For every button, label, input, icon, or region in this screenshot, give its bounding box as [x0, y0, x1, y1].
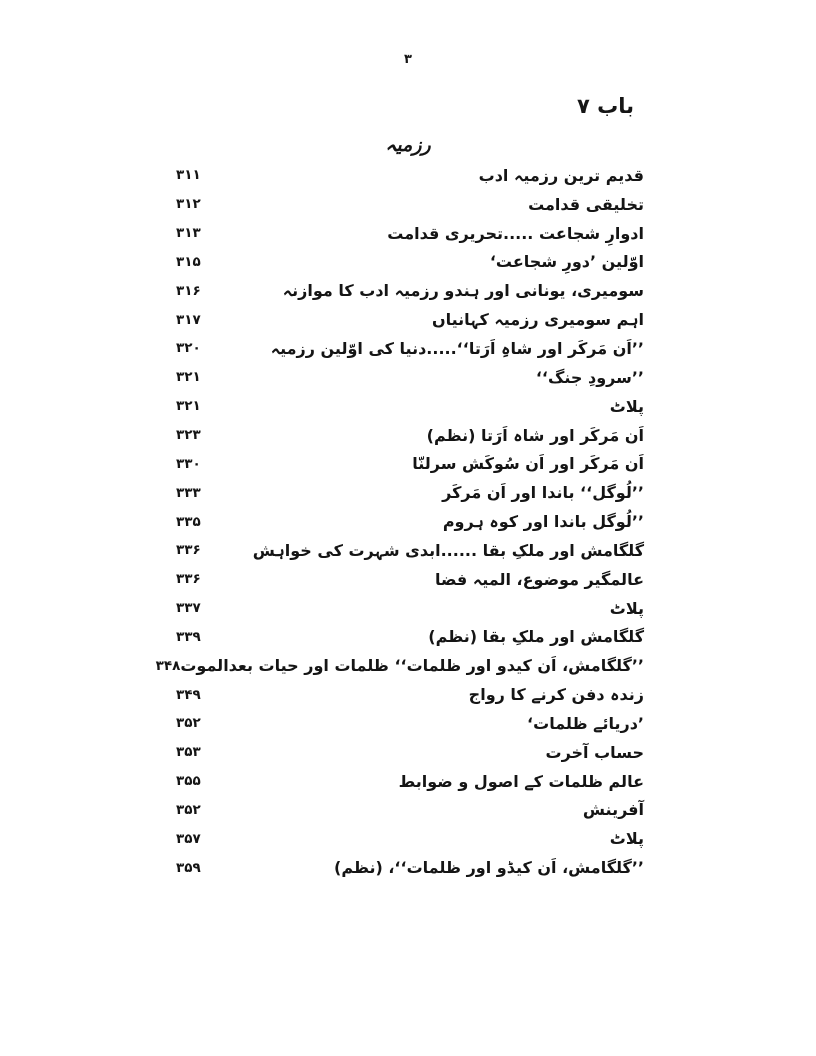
toc-entry-title: ادوارِ شجاعت .....تحریری قدامت — [387, 223, 644, 243]
toc-row: پلاٹ ۳۵۷ — [176, 824, 644, 853]
toc-row: قدیم ترین رزمیہ ادب ۳۱۱ — [176, 161, 644, 190]
toc-row: ’دریائے ظلمات‘ ۳۵۲ — [176, 709, 644, 738]
toc-row: ’’لُوگل باندا اور کوہ ہروم ۳۳۵ — [176, 507, 644, 536]
toc-entry-page: ۳۵۲ — [176, 715, 201, 732]
toc-entry-page: ۳۲۱ — [176, 398, 201, 415]
toc-entry-page: ۳۵۵ — [176, 773, 201, 790]
toc-entry-page: ۳۳۰ — [176, 455, 201, 472]
toc-entry-page: ۳۵۷ — [176, 830, 201, 847]
toc-entry-page: ۳۲۱ — [176, 369, 201, 386]
toc-entry-page: ۳۱۲ — [176, 196, 201, 213]
toc-entry-page: ۳۳۳ — [176, 484, 201, 501]
toc-row: پلاٹ ۳۳۷ — [176, 594, 644, 623]
toc-row: اہم سومیری رزمیہ کہانیاں ۳۱۷ — [176, 305, 644, 334]
toc-row: ’’اَن مَرکَر اور شاہِ اَرَتا‘‘.....دنیا … — [176, 334, 644, 363]
toc-entry-page: ۳۳۵ — [176, 513, 201, 530]
toc-entry-page: ۳۱۱ — [176, 167, 201, 184]
toc-entry-title: اَن مَرکَر اور شاہ اَرَتا (نظم) — [426, 425, 644, 445]
toc-entry-page: ۳۵۹ — [176, 859, 201, 876]
toc-entry-title: ’’لُوگل باندا اور کوہ ہروم — [442, 512, 644, 532]
toc-row: گلگامش اور ملکِ بقا ......ابدی شہرت کی خ… — [176, 536, 644, 565]
toc-row: ’’سرودِ جنگ‘‘ ۳۲۱ — [176, 363, 644, 392]
toc-row: اوّلین ’دورِ شجاعت‘ ۳۱۵ — [176, 248, 644, 277]
toc-entry-title: عالم ظلمات کے اصول و ضوابط — [398, 771, 644, 791]
toc-row: اَن مَرکَر اور اَن سُوکَش سرلنّا ۳۳۰ — [176, 449, 644, 478]
toc-entry-title: ’’اَن مَرکَر اور شاہِ اَرَتا‘‘.....دنیا … — [270, 338, 644, 358]
toc-entry-page: ۳۱۵ — [176, 253, 201, 270]
toc-entry-title: اہم سومیری رزمیہ کہانیاں — [431, 310, 644, 330]
toc-entry-title: گلگامش اور ملکِ بقا (نظم) — [428, 627, 644, 647]
toc-entry-title: پلاٹ — [609, 829, 644, 849]
toc-entry-page: ۳۳۶ — [176, 542, 201, 559]
toc-entry-title: ’دریائے ظلمات‘ — [527, 713, 644, 733]
toc-row: عالمگیر موضوع، المیہ فضا ۳۳۶ — [176, 565, 644, 594]
toc-entry-title: آفرینش — [582, 800, 644, 820]
toc-row: ’’گلگامش، اَن کیڈو اور ظلمات‘‘، (نظم) ۳۵… — [176, 853, 644, 882]
toc-entry-title: اَن مَرکَر اور اَن سُوکَش سرلنّا — [412, 454, 644, 474]
toc-row: سومیری، یونانی اور ہندو رزمیہ ادب کا موا… — [176, 276, 644, 305]
toc-entry-page: ۳۳۶ — [176, 571, 201, 588]
toc-entry-page: ۳۲۰ — [176, 340, 201, 357]
toc-row: آفرینش ۳۵۲ — [176, 796, 644, 825]
toc-entry-title: عالمگیر موضوع، المیہ فضا — [435, 569, 644, 589]
toc-entry-title: پلاٹ — [609, 598, 644, 618]
toc-entry-title: ’’گلگامش، اَن کیڈو اور ظلمات‘‘، (نظم) — [334, 858, 644, 878]
toc-row: تخلیقی قدامت ۳۱۲ — [176, 190, 644, 219]
toc-list: قدیم ترین رزمیہ ادب ۳۱۱ تخلیقی قدامت ۳۱۲… — [156, 161, 644, 882]
toc-row: عالم ظلمات کے اصول و ضوابط ۳۵۵ — [176, 767, 644, 796]
toc-entry-title: ’’سرودِ جنگ‘‘ — [535, 367, 644, 387]
toc-row: اَن مَرکَر اور شاہ اَرَتا (نظم) ۳۲۳ — [176, 421, 644, 450]
toc-entry-page: ۳۳۷ — [176, 600, 201, 617]
toc-entry-title: پلاٹ — [609, 396, 644, 416]
toc-entry-title: سومیری، یونانی اور ہندو رزمیہ ادب کا موا… — [282, 281, 644, 301]
toc-entry-page: ۳۵۳ — [176, 744, 201, 761]
toc-entry-page: ۳۱۳ — [176, 225, 201, 242]
toc-entry-title: زندہ دفن کرنے کا رواج — [468, 685, 644, 705]
toc-row: ادوارِ شجاعت .....تحریری قدامت ۳۱۳ — [176, 219, 644, 248]
toc-row: ’’لُوگل‘‘ باندا اور اَن مَرکَر ۳۳۳ — [176, 478, 644, 507]
chapter-heading: باب ۷ — [576, 94, 634, 118]
folio-page-number: ۳ — [404, 52, 412, 67]
toc-row: پلاٹ ۳۲۱ — [176, 392, 644, 421]
toc-entry-title: ’’گلگامش، اَن کیدو اور ظلمات‘‘ ظلمات اور… — [180, 656, 644, 676]
toc-entry-title: حساب آخرت — [545, 742, 644, 762]
toc-row: گلگامش اور ملکِ بقا (نظم) ۳۳۹ — [176, 623, 644, 652]
toc-entry-title: اوّلین ’دورِ شجاعت‘ — [489, 252, 644, 272]
toc-row: زندہ دفن کرنے کا رواج ۳۴۹ — [176, 680, 644, 709]
toc-entry-page: ۳۴۹ — [176, 686, 201, 703]
toc-entry-title: ’’لُوگل‘‘ باندا اور اَن مَرکَر — [442, 483, 644, 503]
toc-entry-page: ۳۴۸ — [155, 657, 181, 674]
section-heading: رزمیہ — [385, 134, 431, 156]
toc-entry-title: گلگامش اور ملکِ بقا ......ابدی شہرت کی خ… — [252, 540, 644, 560]
toc-entry-page: ۳۱۷ — [176, 311, 201, 328]
toc-entry-title: تخلیقی قدامت — [528, 194, 644, 214]
toc-entry-page: ۳۱۶ — [176, 282, 201, 299]
toc-entry-page: ۳۲۳ — [176, 427, 201, 444]
toc-row: ’’گلگامش، اَن کیدو اور ظلمات‘‘ ظلمات اور… — [156, 651, 644, 680]
toc-entry-title: قدیم ترین رزمیہ ادب — [478, 165, 644, 185]
toc-entry-page: ۳۵۲ — [176, 801, 201, 818]
toc-row: حساب آخرت ۳۵۳ — [176, 738, 644, 767]
toc-entry-page: ۳۳۹ — [176, 628, 201, 645]
